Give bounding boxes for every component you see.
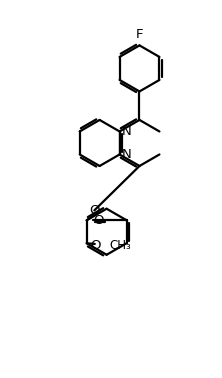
Text: CH₃: CH₃ bbox=[109, 239, 131, 252]
Text: N: N bbox=[122, 125, 132, 138]
Text: O: O bbox=[93, 214, 104, 227]
Text: F: F bbox=[136, 28, 143, 42]
Text: N: N bbox=[122, 148, 132, 161]
Text: O: O bbox=[89, 204, 100, 217]
Text: O: O bbox=[91, 239, 101, 252]
